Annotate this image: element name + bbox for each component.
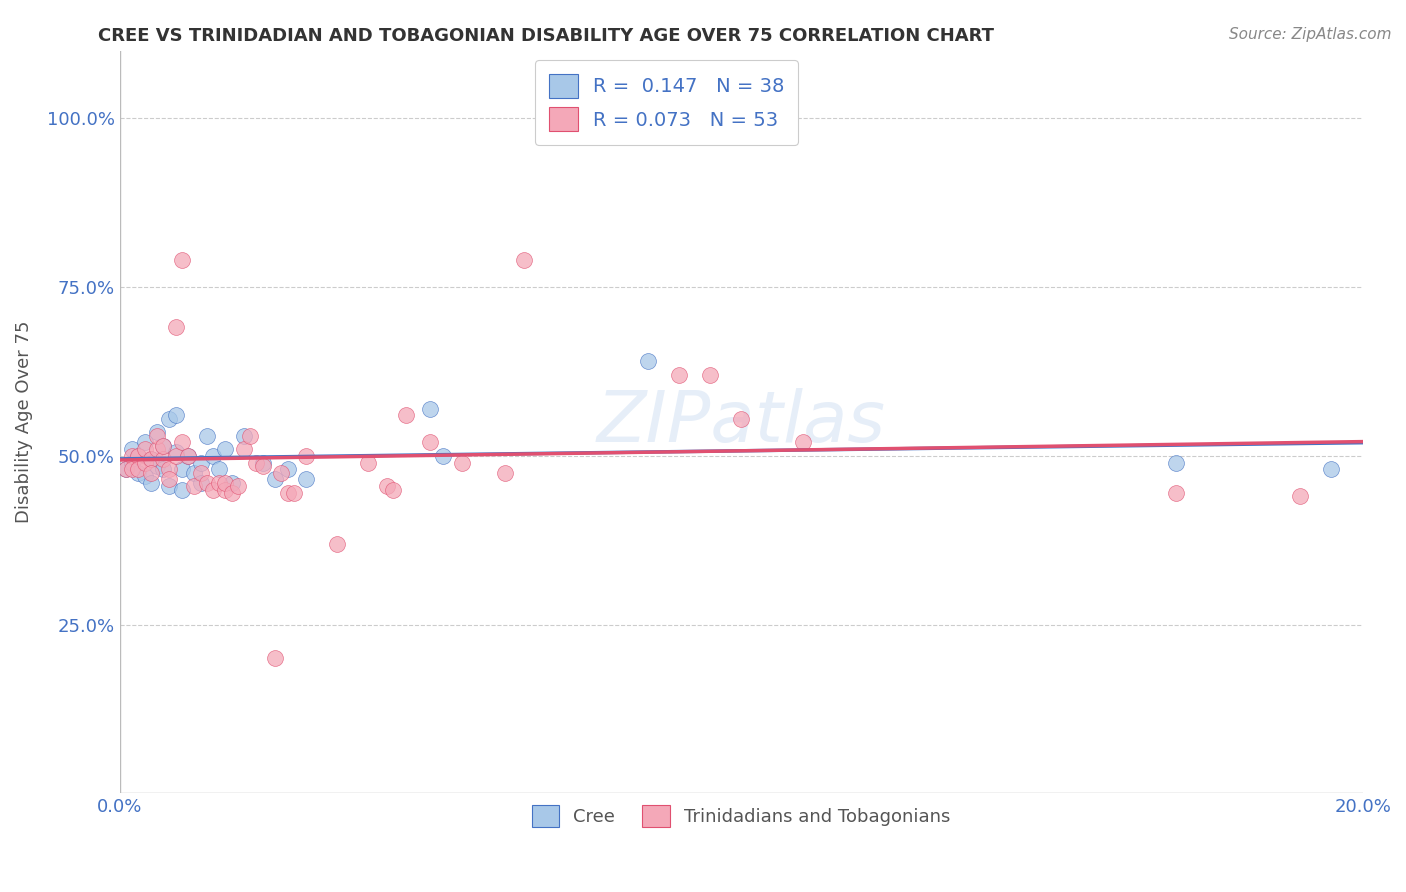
Y-axis label: Disability Age Over 75: Disability Age Over 75	[15, 321, 32, 524]
Point	[326, 536, 349, 550]
Point	[233, 442, 256, 456]
Text: Source: ZipAtlas.com: Source: ZipAtlas.com	[1229, 27, 1392, 42]
Point	[195, 475, 218, 490]
Point	[1289, 489, 1312, 503]
Point	[183, 466, 205, 480]
Point	[159, 479, 181, 493]
Point	[394, 409, 416, 423]
Point	[170, 462, 193, 476]
Point	[121, 456, 143, 470]
Point	[152, 452, 174, 467]
Point	[295, 449, 318, 463]
Point	[139, 452, 162, 467]
Point	[170, 252, 193, 267]
Point	[127, 466, 149, 480]
Legend: Cree, Trinidadians and Tobagonians: Cree, Trinidadians and Tobagonians	[523, 797, 959, 837]
Point	[146, 458, 169, 473]
Point	[177, 449, 200, 463]
Point	[277, 462, 299, 476]
Point	[127, 449, 149, 463]
Point	[152, 439, 174, 453]
Point	[382, 483, 405, 497]
Point	[512, 252, 534, 267]
Point	[221, 475, 243, 490]
Point	[139, 475, 162, 490]
Point	[668, 368, 690, 382]
Point	[139, 452, 162, 467]
Point	[214, 475, 236, 490]
Point	[165, 320, 187, 334]
Point	[245, 456, 267, 470]
Point	[165, 409, 187, 423]
Point	[146, 425, 169, 439]
Point	[134, 442, 156, 456]
Point	[730, 411, 752, 425]
Point	[270, 466, 292, 480]
Point	[295, 472, 318, 486]
Point	[277, 486, 299, 500]
Point	[139, 466, 162, 480]
Point	[152, 462, 174, 476]
Point	[637, 354, 659, 368]
Point	[1320, 462, 1343, 476]
Point	[165, 449, 187, 463]
Point	[165, 445, 187, 459]
Point	[1166, 456, 1188, 470]
Point	[134, 435, 156, 450]
Point	[208, 462, 231, 476]
Point	[214, 442, 236, 456]
Point	[419, 435, 441, 450]
Point	[146, 428, 169, 442]
Point	[159, 472, 181, 486]
Point	[252, 456, 274, 470]
Point	[226, 479, 249, 493]
Point	[127, 449, 149, 463]
Point	[239, 428, 262, 442]
Point	[792, 435, 814, 450]
Point	[201, 483, 224, 497]
Point	[208, 475, 231, 490]
Point	[115, 462, 138, 476]
Point	[494, 466, 516, 480]
Point	[121, 442, 143, 456]
Point	[159, 462, 181, 476]
Point	[264, 472, 287, 486]
Point	[1166, 486, 1188, 500]
Point	[159, 411, 181, 425]
Point	[419, 401, 441, 416]
Point	[146, 442, 169, 456]
Point	[283, 486, 305, 500]
Point	[177, 449, 200, 463]
Text: CREE VS TRINIDADIAN AND TOBAGONIAN DISABILITY AGE OVER 75 CORRELATION CHART: CREE VS TRINIDADIAN AND TOBAGONIAN DISAB…	[98, 27, 994, 45]
Point	[357, 456, 380, 470]
Point	[252, 458, 274, 473]
Point	[699, 368, 721, 382]
Point	[190, 466, 212, 480]
Point	[221, 486, 243, 500]
Point	[170, 483, 193, 497]
Point	[183, 479, 205, 493]
Point	[190, 456, 212, 470]
Point	[375, 479, 398, 493]
Point	[152, 439, 174, 453]
Point	[134, 456, 156, 470]
Point	[233, 428, 256, 442]
Point	[195, 428, 218, 442]
Point	[432, 449, 454, 463]
Point	[121, 462, 143, 476]
Point	[214, 483, 236, 497]
Point	[121, 449, 143, 463]
Point	[134, 469, 156, 483]
Point	[127, 462, 149, 476]
Point	[201, 449, 224, 463]
Point	[190, 475, 212, 490]
Text: ZIPatlas: ZIPatlas	[596, 387, 886, 457]
Point	[115, 462, 138, 476]
Point	[264, 651, 287, 665]
Point	[450, 456, 472, 470]
Point	[170, 435, 193, 450]
